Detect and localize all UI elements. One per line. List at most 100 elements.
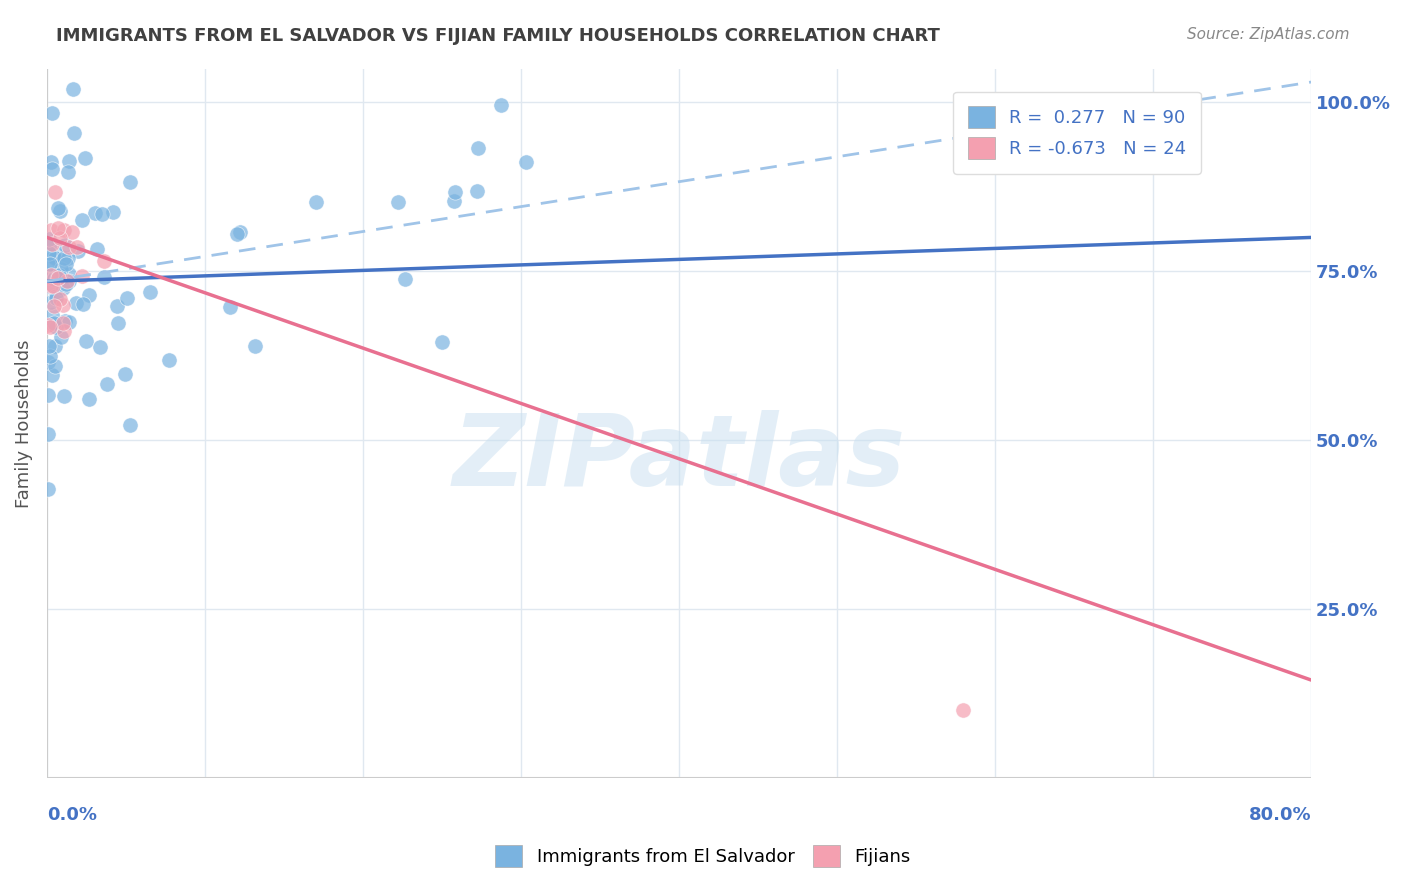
- Point: [55, 277, 77, 292]
- Point: [58, 315, 80, 329]
- Point: [77, 287, 100, 301]
- Point: [46, 201, 69, 215]
- Point: [55, 274, 77, 288]
- Point: [37, 355, 59, 369]
- Point: [38, 338, 60, 352]
- Point: [305, 194, 328, 209]
- Point: [72, 213, 94, 227]
- Point: [443, 194, 465, 208]
- Point: [44, 316, 66, 330]
- Point: [159, 352, 181, 367]
- Point: [58, 154, 80, 169]
- Point: [107, 316, 129, 330]
- Point: [39, 280, 62, 294]
- Text: 0.0%: 0.0%: [46, 806, 97, 824]
- Point: [52, 298, 75, 312]
- Point: [58, 268, 80, 282]
- Point: [83, 205, 105, 219]
- Point: [46, 271, 69, 285]
- Text: ZIPatlas: ZIPatlas: [453, 410, 905, 508]
- Point: [58, 240, 80, 254]
- Point: [467, 141, 489, 155]
- Point: [229, 225, 252, 239]
- Point: [41, 308, 63, 322]
- Point: [66, 240, 89, 254]
- Text: IMMIGRANTS FROM EL SALVADOR VS FIJIAN FAMILY HOUSEHOLDS CORRELATION CHART: IMMIGRANTS FROM EL SALVADOR VS FIJIAN FA…: [56, 27, 941, 45]
- Point: [49, 261, 72, 276]
- Point: [39, 268, 62, 282]
- Point: [44, 251, 66, 265]
- Point: [53, 314, 76, 328]
- Point: [48, 268, 70, 282]
- Point: [65, 296, 87, 310]
- Point: [37, 318, 59, 332]
- Point: [529, 48, 551, 62]
- Point: [67, 244, 90, 259]
- Point: [115, 291, 138, 305]
- Point: [41, 318, 63, 332]
- Point: [58, 165, 80, 179]
- Text: Source: ZipAtlas.com: Source: ZipAtlas.com: [1187, 27, 1350, 42]
- Legend: R =  0.277   N = 90, R = -0.673   N = 24: R = 0.277 N = 90, R = -0.673 N = 24: [953, 92, 1201, 174]
- Point: [77, 392, 100, 406]
- Point: [443, 185, 465, 199]
- Point: [52, 324, 75, 338]
- Point: [49, 231, 72, 245]
- Point: [55, 257, 77, 271]
- Point: [114, 368, 136, 382]
- Point: [41, 295, 63, 310]
- Point: [44, 339, 66, 353]
- Point: [51, 330, 73, 344]
- Point: [70, 268, 93, 283]
- Point: [489, 98, 512, 112]
- Point: [62, 81, 84, 95]
- Text: 80.0%: 80.0%: [1249, 806, 1312, 824]
- Point: [118, 175, 141, 189]
- Point: [39, 279, 62, 293]
- Point: [75, 151, 97, 165]
- Point: [38, 246, 60, 260]
- Point: [44, 289, 66, 303]
- Point: [60, 225, 83, 239]
- Point: [93, 254, 115, 268]
- Point: [39, 320, 62, 334]
- Point: [245, 338, 267, 352]
- Point: [46, 248, 69, 262]
- Point: [42, 272, 65, 286]
- Point: [52, 316, 75, 330]
- Point: [39, 349, 62, 363]
- Point: [38, 232, 60, 246]
- Point: [58, 274, 80, 288]
- Point: [46, 220, 69, 235]
- Point: [952, 703, 974, 717]
- Point: [37, 427, 59, 442]
- Point: [41, 249, 63, 263]
- Point: [52, 223, 75, 237]
- Point: [93, 270, 115, 285]
- Legend: Immigrants from El Salvador, Fijians: Immigrants from El Salvador, Fijians: [488, 838, 918, 874]
- Point: [218, 300, 240, 314]
- Point: [39, 237, 62, 252]
- Point: [39, 155, 62, 169]
- Point: [41, 106, 63, 120]
- Point: [432, 335, 454, 350]
- Point: [44, 299, 66, 313]
- Point: [394, 272, 416, 286]
- Point: [39, 223, 62, 237]
- Point: [515, 155, 537, 169]
- Point: [37, 388, 59, 402]
- Point: [44, 185, 66, 199]
- Point: [39, 257, 62, 271]
- Point: [63, 126, 86, 140]
- Point: [138, 285, 160, 300]
- Point: [465, 184, 488, 198]
- Point: [103, 204, 125, 219]
- Point: [53, 252, 76, 266]
- Point: [41, 368, 63, 383]
- Point: [42, 279, 65, 293]
- Y-axis label: Family Households: Family Households: [15, 339, 32, 508]
- Point: [56, 251, 79, 265]
- Point: [75, 334, 97, 348]
- Point: [41, 161, 63, 176]
- Point: [226, 227, 249, 241]
